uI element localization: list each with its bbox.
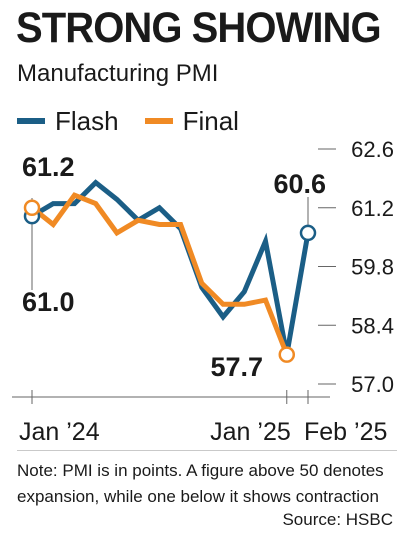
y-tick-label: 59.8	[351, 255, 394, 280]
legend-item-final: Final	[144, 105, 239, 137]
chart-source: Source: HSBC	[282, 510, 393, 529]
note-text: Note: PMI is in points. A figure above 5…	[17, 461, 384, 506]
legend-swatch-flash	[17, 118, 45, 124]
data-point-final	[278, 346, 296, 363]
series-line-final	[30, 192, 290, 356]
x-tick-label: Jan ’24	[19, 418, 100, 446]
data-label: 61.2	[22, 152, 75, 182]
data-label: 57.7	[210, 352, 263, 382]
legend-label-flash: Flash	[55, 105, 119, 136]
x-tick-label: Feb ’25	[304, 418, 387, 446]
chart-subtitle: Manufacturing PMI	[17, 60, 219, 87]
divider	[17, 450, 397, 451]
y-tick-label: 57.0	[351, 372, 394, 397]
chart-note: Note: PMI is in points. A figure above 5…	[17, 458, 397, 510]
chart-legend: Flash Final	[17, 103, 265, 139]
x-tick-label: Jan ’25	[210, 418, 291, 446]
legend-item-flash: Flash	[17, 106, 119, 137]
page-title: STRONG SHOWING	[16, 4, 382, 52]
y-tick-label: 58.4	[351, 313, 394, 338]
legend-label-final: Final	[182, 105, 239, 136]
series-line-flash	[30, 179, 311, 356]
data-point-final	[23, 199, 41, 216]
data-label: 61.0	[22, 287, 75, 317]
pmi-line-chart: 57.0 58.4 59.8 61.2 62.6 Jan ’24 Jan ’25 Feb ’2…	[12, 137, 394, 446]
y-tick-label: 61.2	[351, 196, 394, 221]
data-label: 60.6	[273, 169, 326, 199]
data-point-flash	[299, 224, 317, 242]
legend-swatch-final	[144, 118, 173, 124]
y-tick-label: 62.6	[351, 137, 394, 162]
